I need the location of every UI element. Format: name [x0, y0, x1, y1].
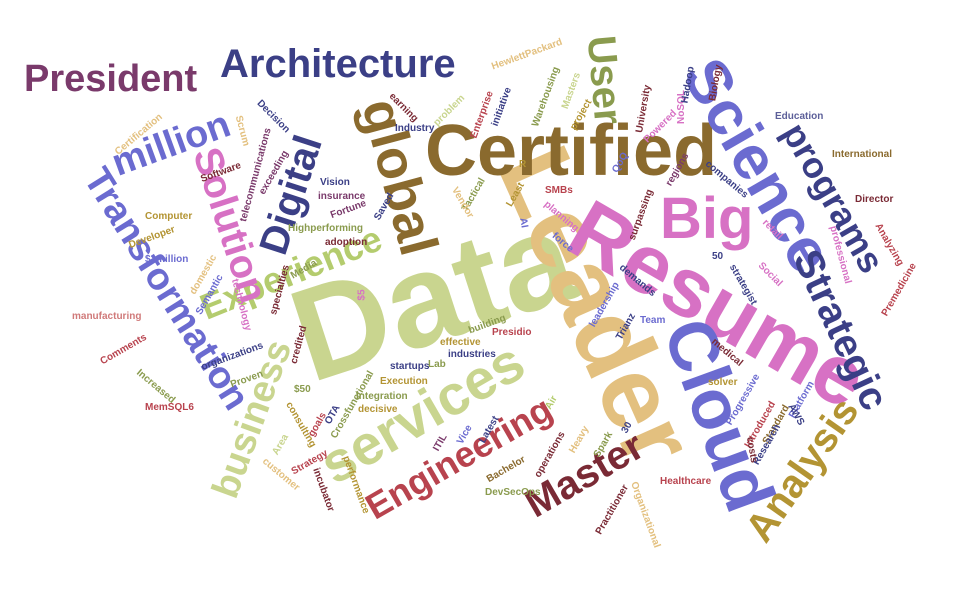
word-president: President: [24, 58, 198, 100]
word-architecture: Architecture: [220, 42, 456, 86]
word-manufacturing: manufacturing: [72, 311, 142, 322]
word-lab: Lab: [428, 359, 446, 370]
word-ai: AI: [517, 217, 530, 229]
word-solver: solver: [708, 377, 738, 388]
word-decisive: decisive: [358, 404, 398, 415]
word-adoption: adoption: [325, 237, 368, 248]
word-execution: Execution: [380, 376, 428, 387]
word-presidio: Presidio: [492, 327, 532, 338]
word-smbs: SMBs: [545, 185, 573, 196]
word-fortune: Fortune: [329, 197, 368, 222]
word-big: Big: [660, 186, 754, 251]
word-memsql6: MemSQL6: [145, 402, 194, 413]
word-devsecops: DevSecOps: [485, 487, 541, 498]
word-certified: Certified: [425, 111, 718, 191]
word-international: International: [832, 149, 893, 160]
word-premedicine: Premedicine: [879, 261, 919, 319]
word-1million: $1million: [145, 254, 189, 265]
word-insurance: insurance: [318, 191, 366, 202]
word-5: $5: [356, 289, 368, 301]
word-comments: Comments: [98, 331, 149, 368]
word-50: 50: [712, 251, 724, 262]
word-r: R: [519, 159, 527, 170]
word-education: Education: [775, 111, 824, 122]
word-50b: $50: [294, 384, 311, 395]
word-computer: Computer: [145, 211, 193, 222]
word-effective: effective: [440, 337, 481, 348]
word-highperforming: Highperforming: [288, 223, 363, 234]
word-director: Director: [855, 194, 894, 205]
word-area: Area: [270, 432, 292, 458]
word-startups: startups: [390, 361, 430, 372]
word-organizational: Organizational: [628, 480, 663, 550]
word-increased: Increased: [134, 367, 178, 406]
word-team: Team: [640, 315, 666, 326]
word-integration: Integration: [356, 391, 408, 402]
word-healthcare: Healthcare: [660, 476, 712, 487]
word-industries: industries: [448, 349, 496, 360]
word-industry: Industry: [395, 123, 435, 134]
word-vision: Vision: [320, 177, 350, 188]
